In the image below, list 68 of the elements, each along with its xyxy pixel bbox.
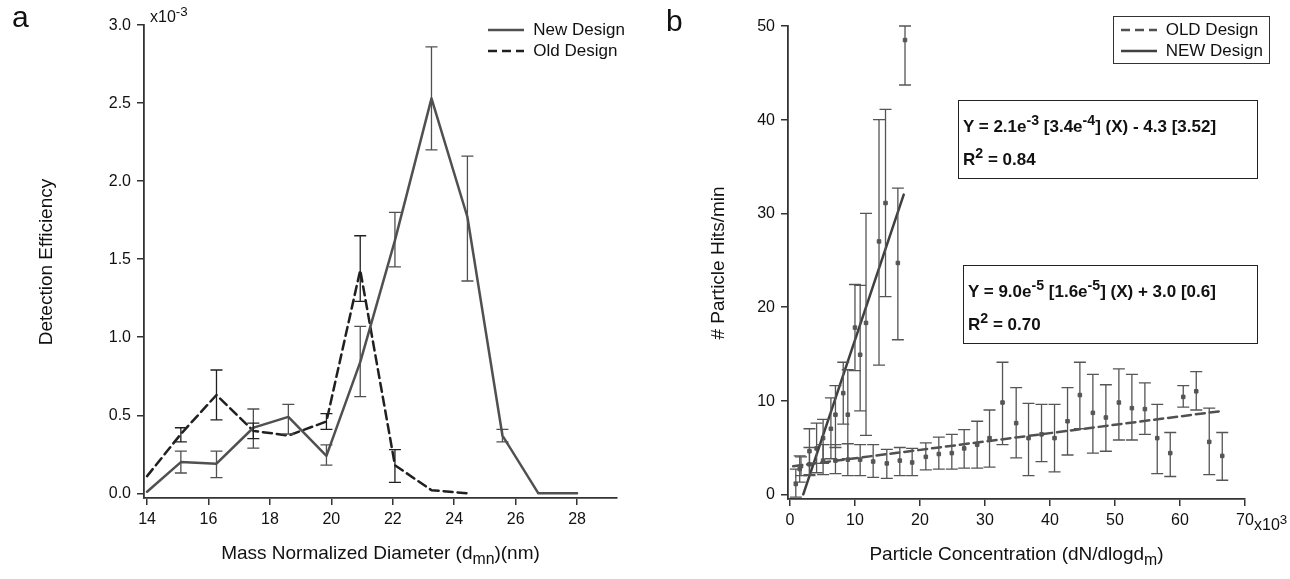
x-tick-label: 50 bbox=[1106, 511, 1124, 529]
point bbox=[1013, 420, 1019, 426]
y-tick-label: 30 bbox=[757, 204, 775, 223]
x-tick-label: 26 bbox=[506, 510, 525, 528]
annotation: R$^{2}$ = 0.70 bbox=[968, 308, 1042, 336]
x-axis-title: Particle Concentration (dN/dlogd$_{m}$) bbox=[869, 543, 1164, 569]
point bbox=[1154, 435, 1160, 441]
x-tick-label: 28 bbox=[568, 510, 586, 528]
x-tick-label: 20 bbox=[911, 511, 929, 529]
x-tick-label: 30 bbox=[976, 511, 994, 529]
x-tick-label: 40 bbox=[1041, 511, 1059, 529]
point bbox=[897, 458, 903, 463]
point bbox=[833, 412, 838, 417]
y-tick-label: 40 bbox=[757, 110, 775, 129]
point bbox=[1000, 400, 1005, 405]
annotation: Y = 2.1e$^{-3}$ [3.4e$^{-4}$] (X) - 4.3 [3.52] bbox=[963, 111, 1218, 138]
legend-label: OLD Design bbox=[1165, 19, 1259, 40]
point bbox=[1219, 453, 1225, 459]
x-tick-label: 24 bbox=[445, 510, 464, 528]
text: x10$^{3}$ bbox=[1254, 511, 1288, 535]
x-tick-label: 70 bbox=[1236, 511, 1254, 528]
x-tick-label: 0 bbox=[785, 511, 795, 529]
point bbox=[840, 390, 846, 396]
y-tick-label: 3.0 bbox=[108, 16, 131, 34]
point bbox=[1026, 435, 1031, 441]
chart-title: a bbox=[12, 0, 29, 34]
y-tick-label: 1.0 bbox=[108, 328, 131, 347]
chart-title: b bbox=[666, 4, 683, 38]
point bbox=[1052, 435, 1057, 441]
point bbox=[1167, 450, 1173, 456]
y-tick-label: 0.0 bbox=[108, 484, 131, 503]
y-tick-label: 2.0 bbox=[108, 172, 131, 191]
x-tick-label: 20 bbox=[322, 510, 341, 528]
point bbox=[1206, 439, 1212, 445]
point bbox=[923, 454, 929, 460]
y-tick-label: 20 bbox=[757, 297, 775, 316]
point bbox=[961, 446, 967, 451]
y-axis-title: Detection Efficiency bbox=[35, 178, 57, 345]
legend-label: Old Design bbox=[533, 40, 618, 61]
point bbox=[857, 352, 863, 358]
x-tick-label: 10 bbox=[846, 511, 864, 529]
annotation: R$^{2}$ = 0.84 bbox=[963, 143, 1037, 171]
x-axis-title: Mass Normalized Diameter (d$_{mn}$)(nm) bbox=[221, 542, 540, 568]
point bbox=[884, 461, 890, 466]
x-tick-label: 16 bbox=[199, 510, 218, 528]
point bbox=[845, 412, 851, 417]
y-tick-label: 10 bbox=[757, 391, 775, 410]
y-tick-label: 0 bbox=[766, 485, 775, 504]
annotation: x10$^{-3}$ bbox=[150, 3, 188, 27]
y-tick-label: 2.5 bbox=[108, 94, 131, 113]
point bbox=[1193, 389, 1199, 394]
legend-label: NEW Design bbox=[1165, 40, 1263, 61]
point bbox=[1065, 418, 1070, 424]
annotation: Y = 9.0e$^{-5}$ [1.6e$^{-5}$] (X) + 3.0 [0.6] bbox=[968, 276, 1217, 303]
x-tick-label: 60 bbox=[1171, 511, 1189, 529]
point bbox=[870, 459, 876, 464]
x-tick-label: 22 bbox=[383, 510, 402, 528]
x-tick-label: 18 bbox=[261, 510, 279, 528]
y-tick-label: 50 bbox=[757, 17, 775, 35]
x-tick-label: 14 bbox=[138, 510, 156, 528]
legend-label: New Design bbox=[533, 19, 625, 40]
point bbox=[909, 460, 915, 465]
point bbox=[807, 448, 812, 454]
y-tick-label: 1.5 bbox=[108, 250, 131, 269]
point bbox=[1180, 394, 1186, 400]
y-tick-label: 0.5 bbox=[108, 406, 131, 425]
y-axis-title: # Particle Hits/min bbox=[707, 185, 729, 340]
point bbox=[949, 450, 955, 456]
